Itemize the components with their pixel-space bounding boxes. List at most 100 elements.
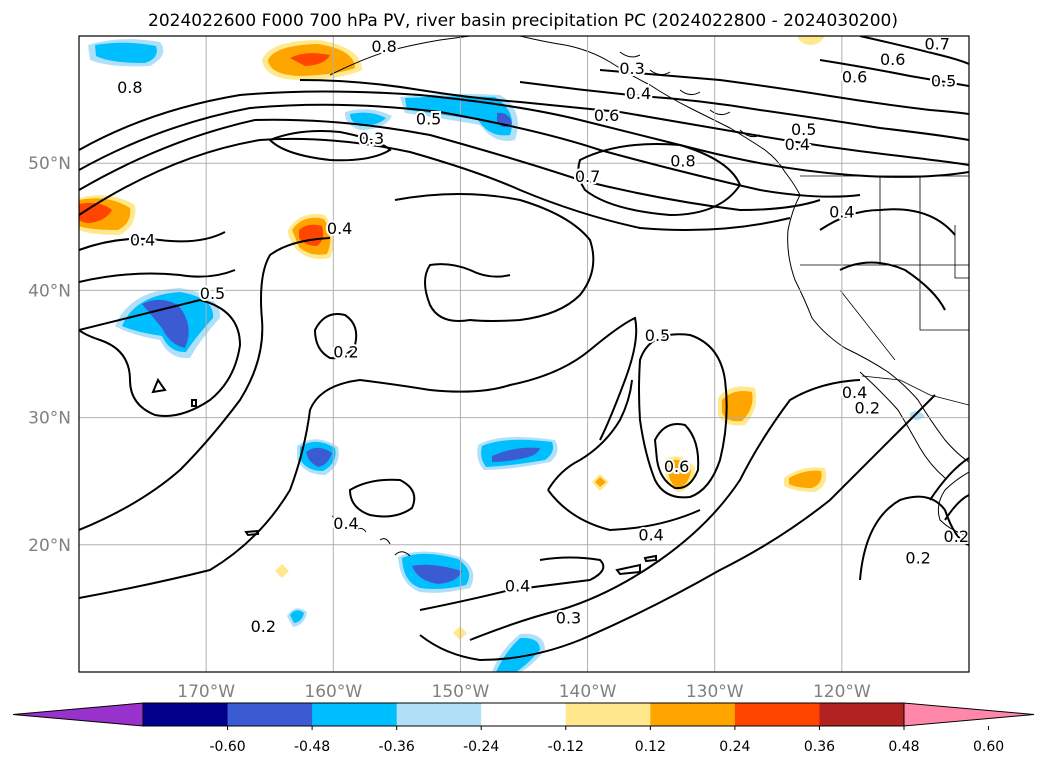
latitude-tick-label: 50°N (28, 154, 71, 174)
map-title: 2024022600 F000 700 hPa PV, river basin … (148, 11, 898, 31)
pv-contours (79, 36, 969, 662)
pv-contour (79, 231, 236, 283)
positive-blob (275, 564, 289, 578)
pv-contour (79, 90, 969, 178)
pv-contour (348, 478, 416, 518)
contour-label: 0.3 (619, 59, 644, 78)
pv-contour (577, 143, 742, 217)
contour-label: 0.7 (924, 35, 949, 54)
contour-label: 0.2 (333, 342, 358, 361)
latitude-labels: 50°N 40°N 30°N 20°N (28, 154, 71, 556)
state-borders (800, 176, 969, 361)
pv-contour (79, 118, 821, 212)
contour-label: 0.2 (944, 527, 969, 546)
contour-label: 0.6 (880, 50, 905, 69)
colorbar-tick-label: -0.24 (463, 739, 499, 755)
positive-blob (789, 470, 822, 488)
pv-contour (819, 208, 956, 311)
contour-label: 0.6 (842, 68, 867, 87)
negative-blob (290, 610, 304, 623)
negative-blob (492, 447, 540, 462)
contour-label: 0.4 (327, 219, 352, 238)
latitude-tick-label: 40°N (28, 281, 71, 301)
colorbar-segment (312, 703, 398, 726)
negative-blob (412, 564, 462, 584)
contour-label: 0.2 (855, 398, 880, 417)
colorbar-tick-label: 0.12 (635, 739, 666, 755)
pv-contour (599, 69, 969, 115)
positive-blob (797, 36, 825, 45)
colorbar-segment (143, 703, 229, 726)
map-frame (78, 35, 970, 673)
pv-contour (313, 313, 358, 360)
colorbar-tick-label: 0.60 (973, 739, 1004, 755)
contour-label: 0.4 (505, 577, 530, 596)
small-features (151, 377, 657, 576)
longitude-tick-label: 160°W (304, 682, 362, 702)
pv-contour (469, 379, 861, 641)
positive-blob (290, 53, 330, 66)
longitude-tick-label: 120°W (813, 682, 871, 702)
colorbar-extend-min (12, 702, 144, 727)
map-background (79, 36, 969, 672)
small-cell (643, 554, 657, 563)
colorbar-tick-label: -0.60 (209, 739, 245, 755)
pv-contour (547, 379, 701, 532)
colorbar: -0.60 -0.48 -0.36 -0.24 -0.12 0.12 0.24 0.36 0.4… (12, 702, 1035, 755)
positive-blob (79, 202, 112, 223)
pv-contour (79, 137, 791, 232)
colorbar-tick-label: -0.48 (294, 739, 330, 755)
baja-coastline (859, 371, 946, 479)
longitude-labels: 170°W 160°W 150°W 140°W 130°W 120°W (177, 682, 871, 702)
contour-label: 0.8 (117, 78, 142, 97)
contour-label: 0.3 (359, 129, 384, 148)
contour-label: 0.7 (575, 167, 600, 186)
contour-label: 0.5 (200, 284, 225, 303)
negative-blob (306, 447, 332, 467)
pv-contour (638, 333, 728, 499)
pv-contour (859, 495, 969, 581)
colorbar-segment (481, 703, 567, 726)
pv-contour (394, 193, 595, 322)
pv-contour (299, 79, 969, 166)
small-cell (615, 563, 641, 576)
positive-blob (667, 459, 691, 488)
colorbar-tick-label: -0.12 (548, 739, 584, 755)
contour-label: 0.4 (785, 135, 810, 154)
contour-label: 0.4 (829, 203, 854, 222)
contour-label: 0.8 (371, 37, 396, 56)
negative-blob (496, 637, 540, 672)
pv-contour (79, 103, 861, 198)
colorbar-segment (734, 703, 820, 726)
colorbar-tick-label: 0.24 (719, 739, 750, 755)
small-cell (244, 529, 259, 537)
pv-contour (653, 423, 700, 490)
colorbar-tick-label: -0.36 (379, 739, 415, 755)
map-area: 0.80.30.50.80.30.40.60.70.80.50.40.60.60… (79, 35, 969, 672)
longitude-tick-label: 170°W (177, 682, 235, 702)
mexico-coastline (937, 471, 969, 536)
contour-label: 0.2 (251, 617, 276, 636)
pv-contour (419, 556, 605, 611)
small-cell (191, 399, 197, 407)
pv-contour (79, 298, 242, 417)
us-mexico-border (861, 375, 969, 406)
negative-blob (350, 112, 386, 126)
contour-label: 0.5 (791, 120, 816, 139)
pv-contour (79, 316, 638, 599)
positive-blob (595, 477, 606, 487)
colorbar-frame (142, 702, 905, 727)
contour-label: 0.5 (416, 110, 441, 129)
colorbar-tick-label: 0.36 (804, 739, 835, 755)
colorbar-tick-label: 0.48 (888, 739, 919, 755)
colorbar-extend-max (903, 702, 1035, 727)
positive-blob (722, 391, 753, 422)
contour-labels: 0.80.30.50.80.30.40.60.70.80.50.40.60.60… (115, 35, 969, 638)
pv-contour (859, 36, 969, 65)
colorbar-segment (565, 703, 651, 726)
contour-label: 0.4 (130, 231, 155, 250)
contour-label: 0.5 (645, 326, 670, 345)
contour-label: 0.4 (638, 526, 663, 545)
contour-label: 0.3 (556, 608, 581, 627)
longitude-tick-label: 130°W (686, 682, 744, 702)
